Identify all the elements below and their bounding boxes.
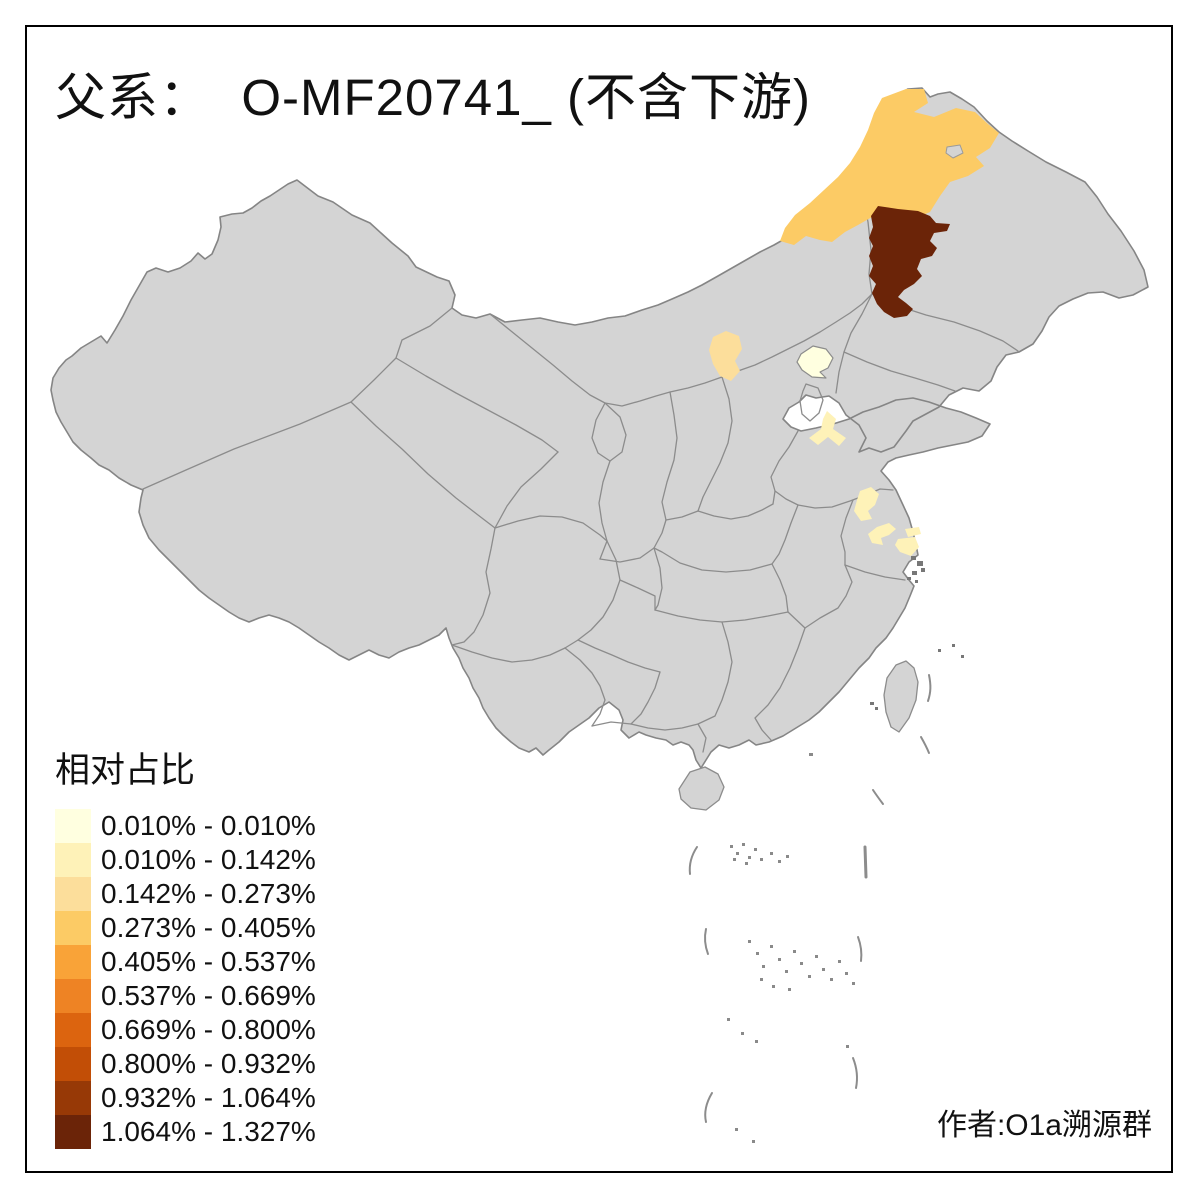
region-central-jiangsu (854, 487, 879, 521)
south-china-sea-islets (727, 753, 855, 1143)
legend-row: 0.010% - 0.142% (55, 843, 316, 877)
author-credit: 作者:O1a溯源群 (936, 1109, 1152, 1142)
coastal-islets (870, 556, 964, 710)
legend-label: 1.064% - 1.327% (101, 1116, 316, 1147)
legend-swatch (55, 1115, 91, 1149)
legend-label: 0.273% - 0.405% (101, 912, 316, 943)
legend-swatch (55, 877, 91, 911)
legend-label: 0.800% - 0.932% (101, 1048, 316, 1079)
region-far-northeast-upper-enclave (945, 144, 964, 159)
legend-title: 相对占比 (55, 751, 196, 790)
region-yangtze-mouth-south (895, 537, 919, 556)
legend-label: 0.405% - 0.537% (101, 946, 316, 977)
legend-row: 0.537% - 0.669% (55, 979, 316, 1013)
legend-label: 0.932% - 1.064% (101, 1082, 316, 1113)
legend-swatch (55, 911, 91, 945)
legend-label: 0.669% - 0.800% (101, 1014, 316, 1045)
region-beijing-area (796, 345, 834, 379)
taiwan-island (883, 660, 919, 733)
legend-swatch (55, 1013, 91, 1047)
legend-row: 0.932% - 1.064% (55, 1081, 316, 1115)
legend-swatch (55, 945, 91, 979)
legend-row: 0.405% - 0.537% (55, 945, 316, 979)
region-northwest-of-beijing (709, 331, 742, 381)
legend-row: 0.142% - 0.273% (55, 877, 316, 911)
legend-label: 0.010% - 0.010% (101, 810, 316, 841)
legend: 相对占比 0.010% - 0.010% 0.010% - 0.142% 0.1… (55, 742, 316, 1149)
maritime-dash-lines (688, 674, 932, 1123)
legend-row: 0.273% - 0.405% (55, 911, 316, 945)
hainan-island (678, 766, 725, 811)
legend-swatch (55, 1081, 91, 1115)
region-central-shandong (809, 411, 846, 446)
legend-row: 0.669% - 0.800% (55, 1013, 316, 1047)
legend-swatch (55, 809, 91, 843)
legend-swatch (55, 979, 91, 1013)
region-far-northeast-upper (780, 89, 999, 245)
legend-label: 0.010% - 0.142% (101, 844, 316, 875)
legend-label: 0.142% - 0.273% (101, 878, 316, 909)
islands (678, 660, 919, 811)
legend-rows: 0.010% - 0.010% 0.010% - 0.142% 0.142% -… (55, 809, 316, 1149)
plot-title: 父系： O-MF20741_ (不含下游) (55, 69, 811, 126)
region-yangtze-mouth-north-strip (905, 527, 921, 537)
mainland-outline (50, 87, 1149, 769)
legend-label: 0.537% - 0.669% (101, 980, 316, 1011)
colored-regions (709, 89, 999, 556)
legend-row: 0.010% - 0.010% (55, 809, 316, 843)
legend-swatch (55, 1047, 91, 1081)
legend-row: 0.800% - 0.932% (55, 1047, 316, 1081)
legend-row: 1.064% - 1.327% (55, 1115, 316, 1149)
province-borders (142, 191, 1019, 753)
legend-swatch (55, 843, 91, 877)
region-far-northeast-lower (869, 206, 950, 318)
region-south-jiangsu (868, 523, 896, 545)
